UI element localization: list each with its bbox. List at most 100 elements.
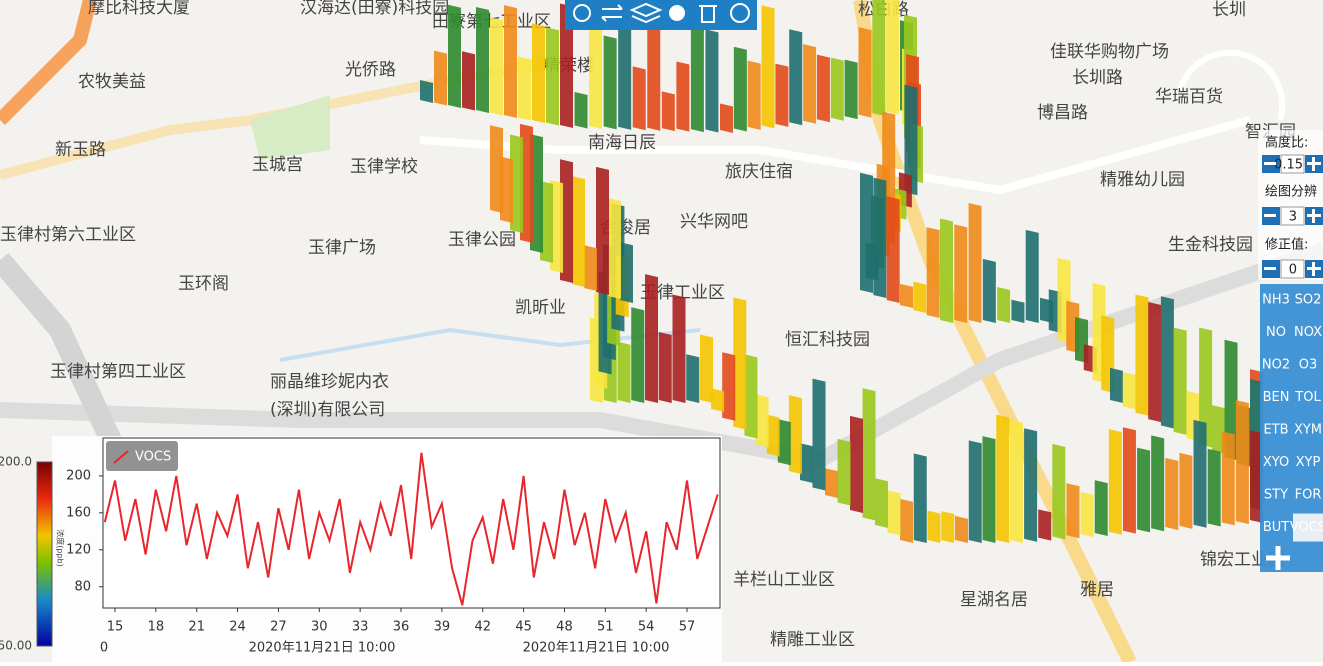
- bar-3d: [900, 498, 913, 543]
- map-label: 长圳路: [1072, 68, 1123, 88]
- swap-button[interactable]: [601, 4, 623, 22]
- clear-button[interactable]: [669, 5, 685, 21]
- x-tick-label: 57: [679, 620, 696, 635]
- bar-3d: [1122, 427, 1136, 534]
- control-panel: 高度比: 0.15 绘图分辨 3 修正值: 0 NH3 SO2 NO NOX NO2 O3…: [1258, 130, 1323, 572]
- bar-3d: [520, 123, 533, 243]
- bar-3d: [873, 177, 887, 298]
- bar-3d: [510, 134, 523, 233]
- pollutant-button[interactable]: SO2: [1295, 293, 1322, 308]
- bar-3d: [532, 23, 545, 123]
- bar-3d: [596, 166, 609, 295]
- locate-button[interactable]: [573, 4, 591, 22]
- map-label: 佳联华购物广场: [1050, 42, 1169, 62]
- x-tick-label: 54: [638, 620, 655, 635]
- bar-3d: [1080, 491, 1094, 538]
- pollutant-button[interactable]: FOR: [1295, 488, 1322, 503]
- bar-3d: [761, 5, 775, 129]
- bar-3d: [766, 414, 780, 457]
- y-tick-label: 80: [74, 579, 91, 594]
- bar-3d: [1135, 294, 1149, 416]
- bar-3d: [982, 436, 996, 543]
- bar-3d: [1173, 327, 1187, 435]
- map-label: 玉律公园: [448, 230, 516, 250]
- layers-button[interactable]: [629, 2, 663, 24]
- bar-3d: [686, 354, 700, 403]
- pollutant-button[interactable]: STY: [1264, 488, 1288, 503]
- history-button[interactable]: [730, 3, 750, 23]
- bar-3d: [700, 334, 713, 403]
- legend-label: VOCS: [135, 450, 171, 465]
- bar-3d: [904, 84, 918, 196]
- bar-3d: [1066, 483, 1080, 539]
- y-tick-label: 160: [66, 505, 91, 520]
- value-input[interactable]: [1280, 259, 1305, 279]
- bar-3d: [518, 56, 531, 121]
- x-tick-label: 30: [311, 620, 328, 635]
- pollutant-button[interactable]: XYM: [1294, 423, 1322, 438]
- pollutant-button[interactable]: TOL: [1294, 390, 1321, 405]
- bar-3d: [927, 510, 941, 543]
- bar-3d: [632, 66, 646, 131]
- pollutant-button[interactable]: XYP: [1296, 455, 1321, 470]
- pollutant-button[interactable]: BUT: [1263, 520, 1289, 535]
- pollutant-button[interactable]: NH3: [1262, 293, 1290, 308]
- map-label: 博昌路: [1037, 103, 1088, 123]
- bar-3d: [1199, 327, 1213, 448]
- y-tick-label: 200: [66, 468, 91, 483]
- bar-3d: [837, 438, 851, 506]
- colorbar-min: 50.00: [0, 639, 32, 653]
- pollutant-button[interactable]: NO: [1266, 325, 1286, 340]
- bar-3d: [1160, 296, 1174, 429]
- pollutant-button[interactable]: NOX: [1294, 325, 1322, 340]
- bar-3d: [875, 478, 888, 528]
- toolbar: [565, 0, 757, 30]
- bar-3d: [617, 341, 631, 403]
- map-label: 兴华网吧: [680, 212, 748, 232]
- bar-3d: [1137, 447, 1151, 533]
- bar-3d: [434, 50, 447, 106]
- bar-3d: [661, 91, 675, 132]
- delete-button[interactable]: [699, 5, 717, 23]
- add-button[interactable]: [1266, 546, 1290, 570]
- x-tick-label: 21: [188, 620, 205, 635]
- bar-3d: [1011, 299, 1025, 323]
- pollutant-button[interactable]: VOCS: [1290, 520, 1323, 535]
- bar-3d: [1010, 419, 1023, 543]
- map-label: 南海日辰: [588, 133, 656, 153]
- bar-3d: [968, 202, 982, 323]
- bar-3d: [1193, 419, 1207, 528]
- bar-3d: [618, 6, 632, 130]
- bar-3d: [705, 29, 719, 133]
- bar-3d: [886, 196, 900, 303]
- bar-3d: [1235, 400, 1249, 525]
- chart-panel: 200.0 50.00 浓度(ppb) VOCS: [0, 436, 722, 662]
- legend-swatch: [113, 450, 129, 464]
- map-label: 玉律广场: [308, 238, 376, 258]
- pollutant-selected: [1293, 513, 1323, 542]
- bar-3d: [1250, 430, 1263, 523]
- bar-3d: [789, 29, 803, 126]
- x-tick-label: 36: [393, 620, 410, 635]
- control-value: 0: [1289, 263, 1297, 278]
- map-label: 羊栏山工业区: [733, 570, 835, 590]
- value-input[interactable]: [1280, 206, 1305, 226]
- pollutant-button[interactable]: XYO: [1263, 455, 1289, 470]
- concentration-bars: [420, 0, 1263, 543]
- bar-3d: [755, 394, 769, 448]
- pollutant-button[interactable]: BEN: [1263, 390, 1290, 405]
- colorbar-max: 200.0: [0, 455, 32, 469]
- pollutant-button[interactable]: ETB: [1263, 423, 1288, 438]
- map-label: 玉律村第六工业区: [0, 225, 136, 245]
- bar-3d: [997, 286, 1011, 323]
- colorbar: [36, 461, 53, 647]
- bar-3d: [982, 258, 996, 323]
- pollutant-button[interactable]: O3: [1299, 358, 1318, 373]
- map-label: 精雕工业区: [770, 630, 855, 650]
- pollutant-button[interactable]: NO2: [1262, 358, 1290, 373]
- value-input[interactable]: [1280, 154, 1305, 174]
- bar-3d: [844, 59, 858, 120]
- bar-3d: [860, 172, 873, 293]
- map-label: 玉律学校: [350, 157, 418, 177]
